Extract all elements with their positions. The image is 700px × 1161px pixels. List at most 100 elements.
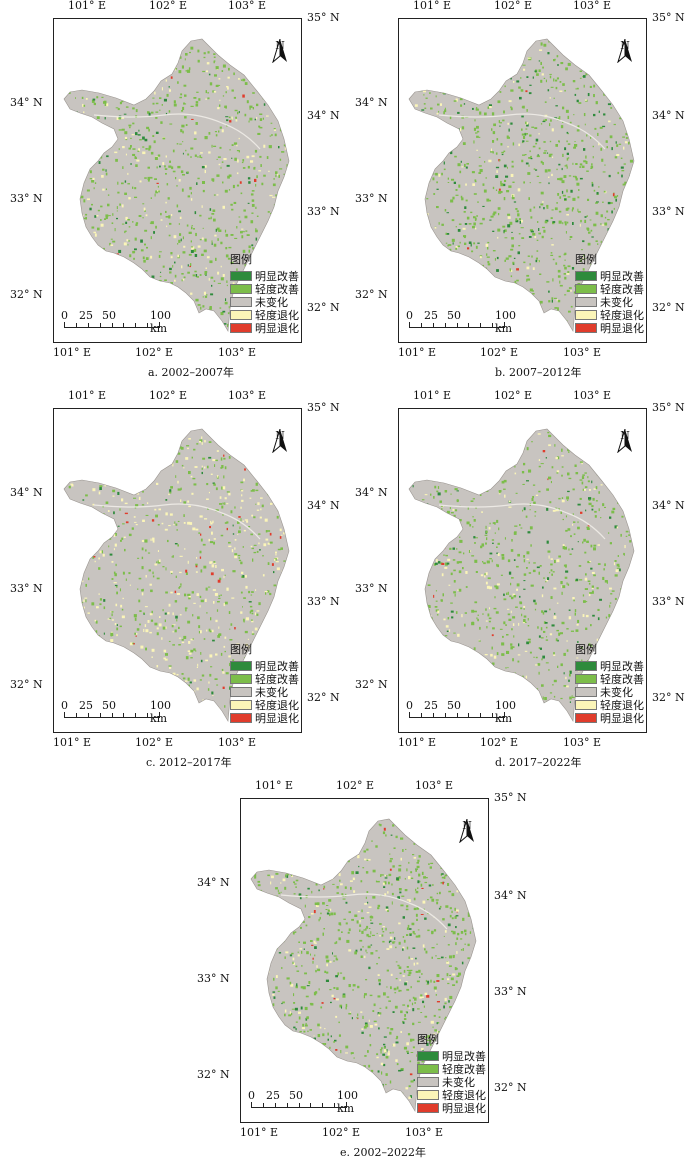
lat-label-left: 32° N <box>10 678 43 691</box>
north-label: N <box>275 39 285 52</box>
lat-label-right: 35° N <box>652 11 685 24</box>
north-label: N <box>462 819 472 832</box>
legend-title: 图例 <box>417 1033 439 1046</box>
scale-label: 100 km <box>495 699 516 725</box>
scale-bar: 0 25 50 100 km <box>61 309 184 335</box>
legend-item: 未变化 <box>417 1075 486 1089</box>
lat-label-left: 33° N <box>355 582 388 595</box>
map-frame: N 图例 明显改善 轻度改善 未变化 <box>398 18 647 343</box>
scale-label: 100 km <box>337 1089 358 1115</box>
lon-label-top: 101° E <box>413 0 452 12</box>
legend-item: 明显退化 <box>575 711 644 725</box>
scale-label: 25 <box>424 309 438 322</box>
lat-label-right: 33° N <box>652 595 685 608</box>
lon-label-bottom: 102° E <box>322 1126 361 1139</box>
lon-label-top: 103° E <box>415 779 454 792</box>
north-arrow-icon <box>272 38 287 64</box>
legend-swatch <box>230 660 252 671</box>
legend-swatch <box>417 1050 439 1061</box>
change-map <box>408 38 635 332</box>
lon-label-bottom: 101° E <box>398 736 437 749</box>
legend-label: 明显退化 <box>442 1101 486 1115</box>
legend-item: 明显改善 <box>575 659 644 673</box>
legend-item: 未变化 <box>575 295 644 309</box>
legend-item: 明显退化 <box>417 1101 486 1115</box>
legend: 图例 明显改善 轻度改善 未变化 轻度退化 <box>230 251 299 335</box>
north-label: N <box>620 429 630 442</box>
scale-label: 50 <box>447 699 461 712</box>
scale-bar: 0 25 50 100 km <box>406 309 529 335</box>
legend-label: 轻度退化 <box>442 1088 486 1102</box>
study-area <box>251 819 476 1111</box>
lat-label-left: 34° N <box>10 96 43 109</box>
legend-swatch <box>575 712 597 723</box>
legend-swatch <box>230 296 252 307</box>
scale-label: 25 <box>424 699 438 712</box>
legend-swatch <box>575 322 597 333</box>
legend-label: 未变化 <box>600 685 633 699</box>
legend-item: 轻度退化 <box>417 1088 486 1102</box>
lat-label-left: 32° N <box>10 288 43 301</box>
scale-bar-graphic <box>409 322 505 328</box>
study-area <box>409 429 634 721</box>
legend-label: 明显改善 <box>600 269 644 283</box>
legend-swatch <box>575 296 597 307</box>
lat-label-right: 34° N <box>494 889 527 902</box>
scale-label: 100 km <box>495 309 516 335</box>
legend-label: 明显改善 <box>442 1049 486 1063</box>
legend-label: 未变化 <box>442 1075 475 1089</box>
panel-caption: d. 2017–2022年 <box>495 756 582 769</box>
map-frame: N 图例 明显改善 轻度改善 未变化 <box>53 408 302 733</box>
lon-label-bottom: 102° E <box>480 736 519 749</box>
legend-swatch <box>230 673 252 684</box>
legend-swatch <box>230 686 252 697</box>
lat-label-right: 33° N <box>307 595 340 608</box>
legend-label: 轻度退化 <box>255 698 299 712</box>
lon-label-top: 103° E <box>573 389 612 402</box>
lat-label-left: 32° N <box>355 288 388 301</box>
lon-label-top: 102° E <box>149 389 188 402</box>
legend-swatch <box>575 660 597 671</box>
map-panel-c: 101° E 102° E 103° E 35° N 34° N 33° N 3… <box>10 389 340 770</box>
legend-item: 轻度退化 <box>230 698 299 712</box>
scale-label: 25 <box>266 1089 280 1102</box>
map-panel-b: 101° E 102° E 103° E 35° N 34° N 33° N 3… <box>355 0 685 379</box>
lat-label-right: 35° N <box>652 401 685 414</box>
legend-label: 明显改善 <box>600 659 644 673</box>
scale-bar-graphic <box>251 1102 347 1108</box>
lat-label-right: 34° N <box>307 499 340 512</box>
study-area-outline <box>250 818 477 1112</box>
lat-label-right: 32° N <box>652 301 685 314</box>
north-arrow-icon <box>459 818 474 844</box>
lat-label-left: 33° N <box>10 192 43 205</box>
legend-item: 轻度退化 <box>575 698 644 712</box>
lat-label-right: 32° N <box>307 691 340 704</box>
scale-label: 25 <box>79 309 93 322</box>
panel-caption: a. 2002–2007年 <box>148 366 235 379</box>
legend: 图例 明显改善 轻度改善 未变化 轻度退化 <box>230 641 299 725</box>
legend-item: 明显改善 <box>230 659 299 673</box>
legend-label: 轻度改善 <box>600 282 644 296</box>
lat-label-left: 33° N <box>10 582 43 595</box>
legend: 图例 明显改善 轻度改善 未变化 轻度退化 <box>575 641 644 725</box>
north-label: N <box>275 429 285 442</box>
lon-label-top: 102° E <box>149 0 188 12</box>
lon-label-top: 102° E <box>336 779 375 792</box>
study-area-outline <box>408 428 635 722</box>
legend-label: 明显退化 <box>600 711 644 725</box>
legend-label: 轻度退化 <box>255 308 299 322</box>
legend-item: 明显退化 <box>575 321 644 335</box>
study-area <box>64 39 289 331</box>
map-panel-d: 101° E 102° E 103° E 35° N 34° N 33° N 3… <box>355 389 685 770</box>
scale-label: 0 <box>61 699 68 712</box>
legend-item: 轻度改善 <box>230 282 299 296</box>
scale-bar-graphic <box>409 712 505 718</box>
legend-swatch <box>230 712 252 723</box>
change-map <box>63 38 290 332</box>
legend-item: 明显退化 <box>230 711 299 725</box>
legend-label: 未变化 <box>255 295 288 309</box>
lon-label-bottom: 101° E <box>398 346 437 359</box>
legend-swatch <box>230 322 252 333</box>
scale-label: 50 <box>102 699 116 712</box>
scale-bar-graphic <box>64 322 160 328</box>
